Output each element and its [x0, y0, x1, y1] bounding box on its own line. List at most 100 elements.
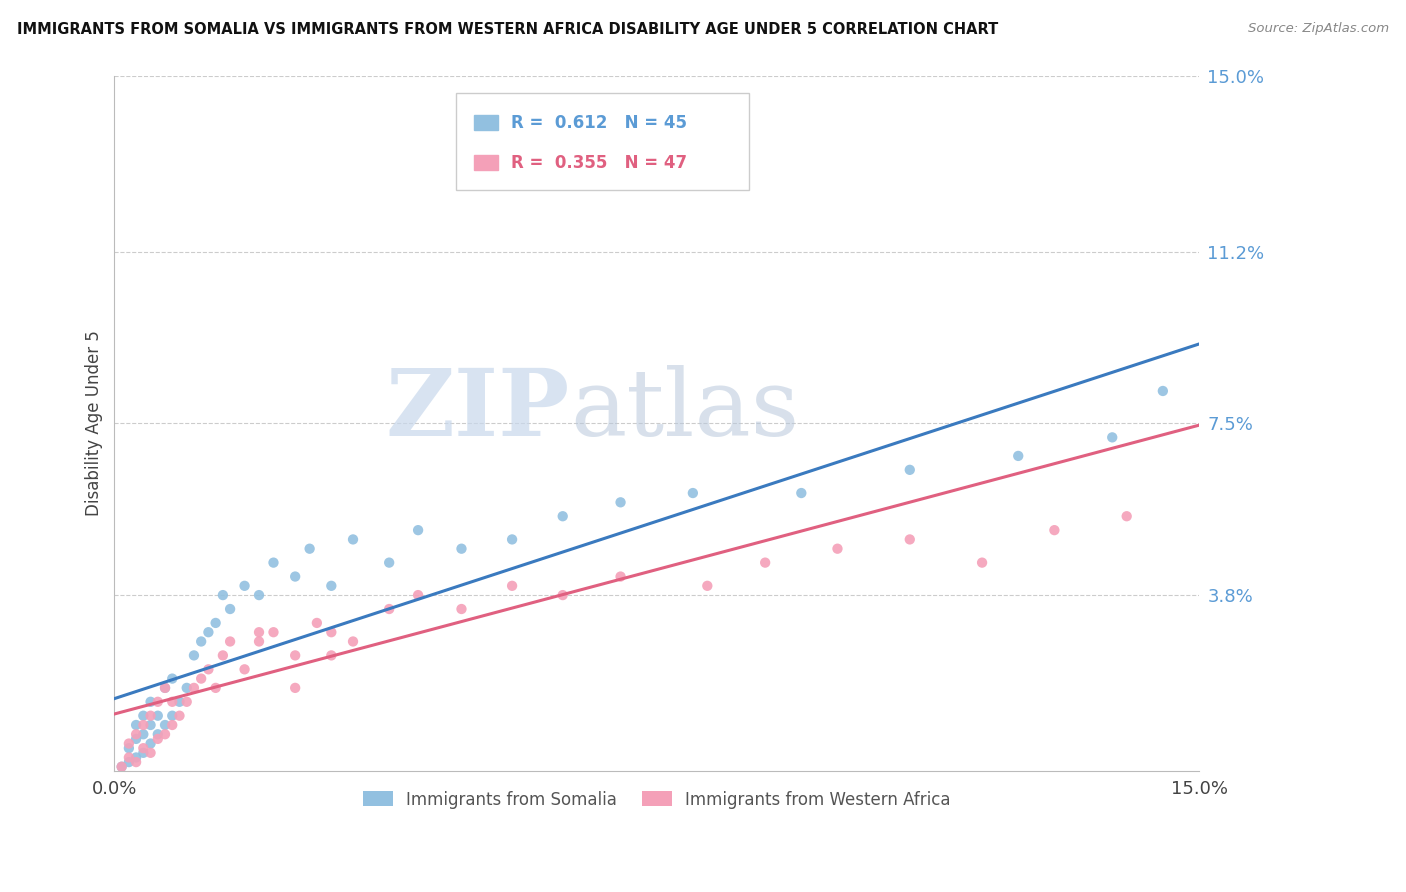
Point	[609, 569, 631, 583]
Y-axis label: Disability Age Under 5: Disability Age Under 5	[86, 331, 103, 516]
Point	[139, 695, 162, 709]
FancyBboxPatch shape	[456, 93, 749, 190]
Point	[153, 718, 176, 732]
Point	[1007, 449, 1029, 463]
Point	[139, 708, 162, 723]
Text: R =  0.612   N = 45: R = 0.612 N = 45	[512, 114, 688, 132]
Point	[827, 541, 849, 556]
Point	[162, 708, 184, 723]
Point	[176, 695, 198, 709]
Point	[169, 708, 191, 723]
Point	[183, 681, 205, 695]
Point	[378, 556, 401, 570]
Point	[132, 708, 155, 723]
Point	[406, 588, 429, 602]
Point	[284, 681, 307, 695]
Point	[153, 727, 176, 741]
Point	[190, 634, 212, 648]
Point	[970, 556, 993, 570]
Point	[247, 588, 270, 602]
Point	[1152, 384, 1174, 398]
Point	[321, 625, 343, 640]
Point	[501, 533, 523, 547]
Text: atlas: atlas	[569, 365, 799, 455]
Point	[233, 579, 256, 593]
Point	[305, 615, 328, 630]
Point	[790, 486, 813, 500]
Point	[204, 615, 226, 630]
Point	[450, 602, 472, 616]
Point	[132, 746, 155, 760]
Point	[111, 760, 134, 774]
Point	[146, 727, 169, 741]
Point	[118, 737, 141, 751]
Point	[146, 731, 169, 746]
Point	[139, 718, 162, 732]
Point	[169, 695, 191, 709]
Point	[197, 662, 219, 676]
Point	[125, 727, 148, 741]
Point	[111, 760, 134, 774]
Point	[284, 569, 307, 583]
Text: Source: ZipAtlas.com: Source: ZipAtlas.com	[1249, 22, 1389, 36]
Point	[125, 731, 148, 746]
Point	[342, 533, 364, 547]
Point	[132, 718, 155, 732]
Point	[1101, 430, 1123, 444]
Point	[1043, 523, 1066, 537]
Point	[125, 750, 148, 764]
Point	[378, 602, 401, 616]
Text: R =  0.355   N = 47: R = 0.355 N = 47	[512, 153, 688, 171]
Point	[696, 579, 718, 593]
Point	[139, 737, 162, 751]
Point	[125, 755, 148, 769]
Point	[501, 579, 523, 593]
Point	[162, 695, 184, 709]
Point	[212, 648, 235, 663]
Point	[219, 634, 242, 648]
Point	[176, 681, 198, 695]
Point	[263, 556, 285, 570]
Point	[298, 541, 321, 556]
Point	[233, 662, 256, 676]
Point	[153, 681, 176, 695]
Point	[450, 541, 472, 556]
Point	[162, 718, 184, 732]
Point	[118, 741, 141, 756]
Point	[197, 625, 219, 640]
Point	[263, 625, 285, 640]
Point	[204, 681, 226, 695]
Point	[132, 727, 155, 741]
Point	[551, 509, 574, 524]
Point	[682, 486, 704, 500]
Point	[247, 634, 270, 648]
Point	[898, 463, 921, 477]
Point	[342, 634, 364, 648]
Point	[1115, 509, 1137, 524]
Point	[406, 523, 429, 537]
Point	[551, 588, 574, 602]
Bar	[474, 155, 498, 170]
Point	[146, 708, 169, 723]
Point	[609, 495, 631, 509]
Point	[898, 533, 921, 547]
Point	[219, 602, 242, 616]
Point	[153, 681, 176, 695]
Point	[162, 672, 184, 686]
Bar	[474, 115, 498, 130]
Point	[247, 625, 270, 640]
Point	[183, 648, 205, 663]
Text: ZIP: ZIP	[385, 365, 569, 455]
Text: IMMIGRANTS FROM SOMALIA VS IMMIGRANTS FROM WESTERN AFRICA DISABILITY AGE UNDER 5: IMMIGRANTS FROM SOMALIA VS IMMIGRANTS FR…	[17, 22, 998, 37]
Point	[139, 746, 162, 760]
Point	[754, 556, 776, 570]
Point	[190, 672, 212, 686]
Point	[321, 648, 343, 663]
Point	[682, 170, 704, 185]
Point	[321, 579, 343, 593]
Point	[118, 750, 141, 764]
Point	[118, 755, 141, 769]
Point	[146, 695, 169, 709]
Point	[132, 741, 155, 756]
Point	[125, 718, 148, 732]
